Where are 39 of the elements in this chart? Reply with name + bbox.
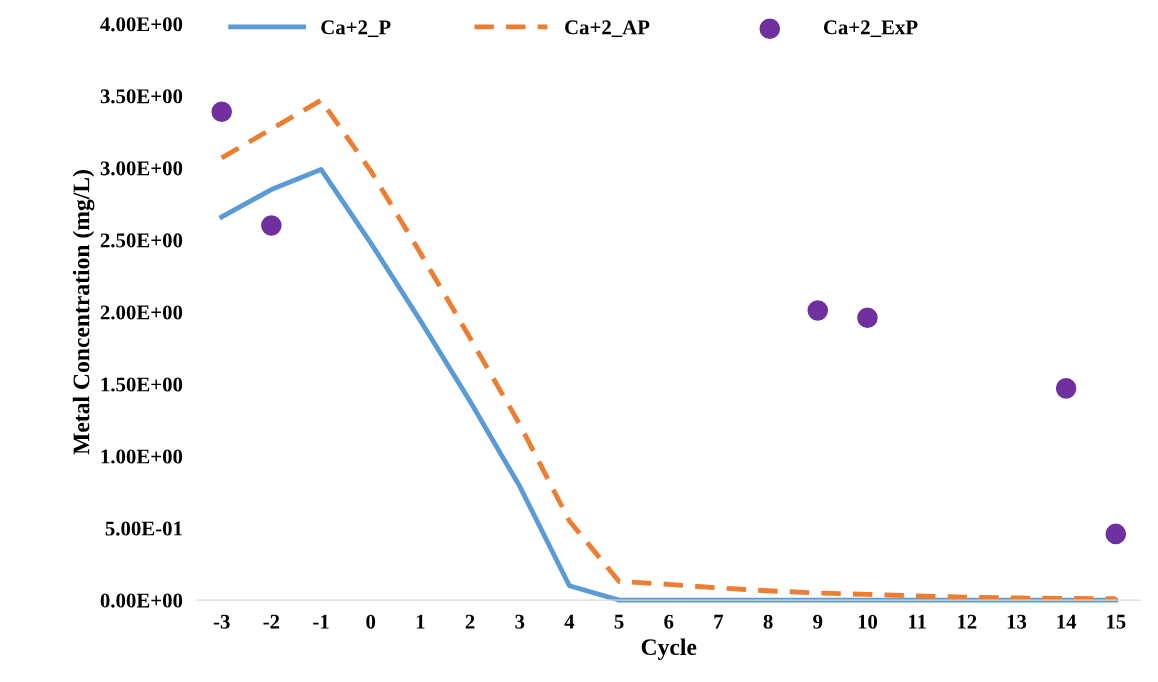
x-tick-label: 7 [714, 614, 724, 629]
y-tick-label: 3.00E+00 [100, 161, 183, 176]
point [1105, 523, 1127, 545]
x-tick-label: 6 [664, 614, 674, 629]
point [857, 307, 878, 329]
x-tick-label: 5 [614, 614, 624, 629]
y-tick-label: 3.50E+00 [100, 89, 183, 104]
x-tick-label: 12 [958, 614, 977, 629]
x-axis-title: Cycle [641, 638, 697, 660]
y-tick-label: 0.00E+00 [100, 593, 183, 608]
x-tick-label: 8 [763, 614, 773, 629]
y-tick-label: 5.00E-01 [105, 521, 182, 536]
x-tick-label: 4 [564, 614, 575, 629]
legend-label: Ca+2_ExP [823, 20, 918, 38]
point [807, 300, 829, 321]
y-tick-label: 2.00E+00 [100, 305, 183, 320]
x-tick-label: 2 [465, 614, 475, 629]
y-axis-title: Metal Concentration (mg/L) [72, 170, 95, 455]
x-tick-label: 15 [1107, 614, 1126, 629]
x-tick-label: 13 [1007, 614, 1027, 629]
x-tick-label: 0 [366, 614, 376, 629]
y-tick-label: 1.50E+00 [101, 377, 183, 392]
y-tick-label: 4.00E+00 [100, 17, 183, 32]
point [211, 101, 232, 123]
x-tick-label: -2 [263, 614, 280, 629]
x-tick-label: 11 [908, 614, 926, 629]
y-tick-label: 1.00E+00 [101, 449, 183, 464]
x-tick-label: 10 [858, 614, 878, 629]
legend-label: Ca+2_AP [565, 20, 650, 38]
x-tick-label: 14 [1057, 614, 1077, 629]
x-tick-label: 1 [416, 614, 425, 629]
x-tick-label: 3 [515, 614, 525, 629]
point [1055, 378, 1077, 399]
x-tick-label: -3 [213, 614, 230, 629]
y-tick-label: 2.50E+00 [100, 233, 183, 248]
point [261, 215, 282, 236]
legend-label: Ca+2_P [321, 20, 391, 38]
x-tick-label: -1 [313, 614, 329, 629]
x-tick-label: 9 [813, 614, 823, 629]
